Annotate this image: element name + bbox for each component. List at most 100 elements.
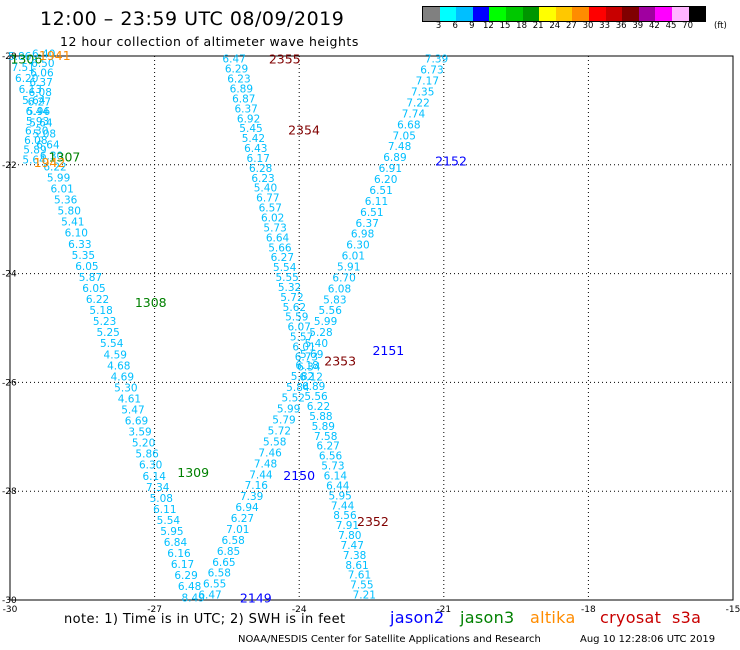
color-scale-label: 18 xyxy=(516,21,528,31)
wave-height-value: 5.28 xyxy=(309,327,332,339)
footer-timestamp: Aug 10 12:28:06 UTC 2019 xyxy=(580,634,716,645)
wave-height-value: 6.30 xyxy=(40,150,63,162)
wave-height-value: 7.38 xyxy=(343,550,366,562)
map-frame xyxy=(9,55,734,601)
wave-height-value: 6.27 xyxy=(28,96,51,108)
pass-time-label: 2355 xyxy=(269,52,301,67)
wave-height-value: 5.08 xyxy=(33,128,56,140)
wave-height-value: 8.49 xyxy=(181,592,204,604)
wave-height-value: 7.44 xyxy=(331,500,355,512)
wave-height-value: 5.84 xyxy=(286,382,310,394)
wave-height-value: 6.50 xyxy=(31,58,54,70)
wave-height-value: 5.69 xyxy=(300,349,323,361)
wave-height-value: 5.73 xyxy=(263,222,286,234)
wave-height-value: 5.08 xyxy=(150,493,173,505)
color-scale-label: 45 xyxy=(665,21,677,31)
wave-height-value: 5.64 xyxy=(22,154,46,166)
wave-height-value: 6.68 xyxy=(397,119,420,131)
color-swatch xyxy=(688,7,706,21)
pass-time-label: 2352 xyxy=(357,514,389,529)
color-scale-bar xyxy=(422,6,707,22)
legend-jason3: jason3 xyxy=(460,608,515,627)
color-scale-unit: (ft) xyxy=(714,21,727,31)
wave-height-value: 6.89 xyxy=(302,381,325,393)
wave-height-value: 6.14 xyxy=(143,471,167,483)
wave-height-value: 6.29 xyxy=(225,64,248,76)
wave-height-value: 7.46 xyxy=(258,447,282,459)
footer-credit: NOAA/NESDIS Center for Satellite Applica… xyxy=(238,634,541,645)
wave-height-value: 6.30 xyxy=(139,460,162,472)
longitude-tick-label: -21 xyxy=(436,605,451,615)
wave-height-value: 6.69 xyxy=(125,416,148,428)
legend-cryosat: cryosat xyxy=(600,608,662,627)
wave-height-value: 6.37 xyxy=(356,218,379,230)
wave-height-value: 6.17 xyxy=(171,559,194,571)
pass-time-label: 1308 xyxy=(135,295,167,310)
wave-height-value: 4.61 xyxy=(118,393,141,405)
wave-height-value: 6.05 xyxy=(82,283,105,295)
wave-height-value: 5.96 xyxy=(27,106,51,118)
wave-height-value: 6.33 xyxy=(68,239,91,251)
legend-jason2: jason2 xyxy=(390,608,445,627)
color-swatch xyxy=(439,7,457,21)
wave-height-value: 6.10 xyxy=(65,228,88,240)
wave-height-value: 7.58 xyxy=(314,431,337,443)
color-swatch xyxy=(472,7,490,21)
color-swatch xyxy=(622,7,639,21)
color-scale-label: 21 xyxy=(532,21,544,31)
color-swatch xyxy=(588,7,606,21)
wave-height-value: 6.89 xyxy=(230,83,253,95)
pass-time-label: 2152 xyxy=(435,153,467,168)
wave-height-value: 3.59 xyxy=(128,427,151,439)
wave-height-value: 6.89 xyxy=(383,152,406,164)
color-swatch xyxy=(638,7,656,21)
pass-time-label: 2151 xyxy=(372,343,404,358)
color-scale-label: 30 xyxy=(582,21,594,31)
wave-height-value: 5.35 xyxy=(72,250,95,262)
wave-height-value: 7.91 xyxy=(336,520,359,532)
wave-height-value: 5.59 xyxy=(285,312,308,324)
color-scale-label: 33 xyxy=(599,21,611,31)
wave-height-value: 5.95 xyxy=(328,490,351,502)
wave-height-value: 7.55 xyxy=(350,580,373,592)
wave-height-value: 4.69 xyxy=(111,371,134,383)
wave-height-value: 6.47 xyxy=(198,590,221,602)
color-scale-label: 27 xyxy=(565,21,577,31)
wave-height-value: 6.12 xyxy=(300,371,323,383)
wave-height-value: 8.56 xyxy=(333,510,357,522)
wave-height-value: 7.48 xyxy=(388,141,411,153)
wave-height-value: 6.57 xyxy=(259,203,282,215)
wave-height-value: 5.89 xyxy=(23,145,46,157)
wave-height-value: 7.22 xyxy=(406,97,429,109)
wave-height-value: 6.91 xyxy=(379,163,402,175)
wave-height-value: 6.44 xyxy=(326,480,350,492)
wave-height-value: 5.86 xyxy=(8,51,32,63)
wave-height-value: 6.23 xyxy=(227,74,250,86)
color-swatch xyxy=(505,7,523,21)
wave-height-value: 5.91 xyxy=(337,261,360,273)
page-subtitle: 12 hour collection of altimeter wave hei… xyxy=(60,34,359,49)
wave-height-value: 6.37 xyxy=(234,103,257,115)
color-scale-label: 12 xyxy=(482,21,494,31)
wave-height-value: 5.54 xyxy=(100,338,124,350)
pass-time-label: 1307 xyxy=(49,150,81,165)
wave-height-value: 6.02 xyxy=(261,212,284,224)
wave-height-value: 5.73 xyxy=(321,461,344,473)
wave-height-value: 7.47 xyxy=(341,540,364,552)
wave-height-value: 6.08 xyxy=(328,283,351,295)
wave-height-value: 6.07 xyxy=(288,322,311,334)
latitude-tick-label: -28 xyxy=(2,487,17,497)
wave-height-value: 5.32 xyxy=(278,282,301,294)
wave-height-value: 6.05 xyxy=(75,261,98,273)
wave-height-value: 6.87 xyxy=(232,93,255,105)
wave-height-value: 6.20 xyxy=(374,174,397,186)
wave-height-value: 5.79 xyxy=(272,415,295,427)
latitude-tick-label: -30 xyxy=(2,596,17,606)
color-swatch xyxy=(423,7,440,21)
color-swatch xyxy=(655,7,672,21)
wave-height-value: 5.62 xyxy=(283,302,306,314)
wave-height-value: 5.72 xyxy=(268,426,291,438)
wave-height-value: 5.88 xyxy=(309,411,332,423)
wave-height-value: 6.30 xyxy=(346,240,369,252)
